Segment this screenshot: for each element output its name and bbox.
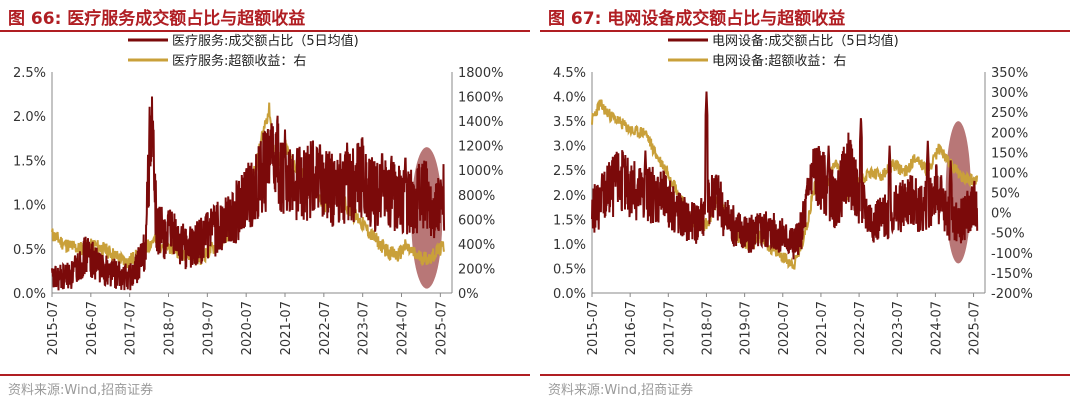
- y-left-tick-label: 1.5%: [13, 154, 46, 169]
- legend-label-excess-return: 电网设备:超额收益：右: [712, 53, 846, 69]
- footer-rule: [540, 374, 1070, 376]
- y-right-tick-label: 1000%: [458, 164, 503, 179]
- x-tick-label: 2017-07: [662, 301, 677, 355]
- legend-label-excess-return: 医疗服务:超额收益：右: [172, 53, 306, 69]
- figure-title: 图 66: 医疗服务成交额占比与超额收益: [8, 9, 306, 29]
- x-tick-label: 2015-07: [46, 301, 61, 355]
- y-right-tick-label: 0%: [991, 207, 1012, 222]
- y-left-tick-label: 3.0%: [553, 140, 586, 155]
- y-right-tick-label: 1400%: [458, 115, 503, 130]
- y-right-tick-label: 200%: [458, 262, 495, 277]
- y-left-tick-label: 2.0%: [553, 189, 586, 204]
- y-left-tick-label: 2.0%: [13, 110, 46, 125]
- title-rule: [540, 30, 1070, 32]
- x-tick-label: 2016-07: [624, 301, 639, 355]
- figure-title: 图 67: 电网设备成交额占比与超额收益: [548, 9, 846, 29]
- x-tick-label: 2024-07: [929, 301, 944, 355]
- x-tick-label: 2019-07: [739, 301, 754, 355]
- y-right-tick-label: 250%: [991, 106, 1028, 121]
- y-right-tick-label: -50%: [991, 227, 1025, 242]
- x-tick-label: 2025-07: [968, 301, 983, 355]
- x-tick-label: 2018-07: [700, 301, 715, 355]
- x-tick-label: 2018-07: [163, 301, 178, 355]
- y-right-tick-label: 400%: [458, 238, 495, 253]
- chart-panel-medical: 图 66: 医疗服务成交额占比与超额收益 0.0% 0.5% 1.0% 1.5% 2.0…: [0, 0, 530, 404]
- y-left-tick-label: 4.5%: [553, 66, 586, 81]
- x-tick-label: 2019-07: [201, 301, 216, 355]
- source-note: 资料来源:Wind,招商证券: [548, 383, 694, 398]
- y-left-tick-label: 1.0%: [13, 199, 46, 214]
- series-line-turnover-share: [51, 96, 446, 291]
- y-right-tick-label: 100%: [991, 166, 1028, 181]
- y-right-tick-label: 150%: [991, 146, 1028, 161]
- y-right-tick-label: 200%: [991, 126, 1028, 141]
- footer-rule: [0, 374, 530, 376]
- legend-label-turnover-share: 医疗服务:成交额占比（5日均值): [172, 33, 359, 49]
- y-left-tick-label: 2.5%: [13, 66, 46, 81]
- y-left-tick-label: 1.0%: [553, 238, 586, 253]
- y-right-tick-label: 1800%: [458, 66, 503, 81]
- y-right-tick-label: 1600%: [458, 91, 503, 106]
- y-right-tick-label: -200%: [991, 287, 1033, 302]
- chart-svg-medical: 0.0% 0.5% 1.0% 1.5% 2.0% 2.5% 0% 200% 400% 600% 80…: [13, 33, 503, 355]
- x-tick-label: 2022-07: [318, 301, 333, 355]
- x-tick-label: 2021-07: [279, 301, 294, 355]
- y-left-tick-label: 0.0%: [553, 287, 586, 302]
- y-right-tick-label: -100%: [991, 247, 1033, 262]
- y-right-tick-label: 50%: [991, 187, 1020, 202]
- x-tick-label: 2021-07: [815, 301, 830, 355]
- y-left-tick-label: 4.0%: [553, 91, 586, 106]
- x-tick-label: 2020-07: [777, 301, 792, 355]
- y-right-tick-label: 600%: [458, 213, 495, 228]
- y-right-tick-label: 300%: [991, 86, 1028, 101]
- legend-label-turnover-share: 电网设备:成交额占比（5日均值): [712, 33, 899, 49]
- x-tick-label: 2025-07: [434, 301, 449, 355]
- series-line-turnover-share: [591, 91, 979, 260]
- x-tick-label: 2024-07: [396, 301, 411, 355]
- x-tick-label: 2016-07: [85, 301, 100, 355]
- x-tick-label: 2023-07: [891, 301, 906, 355]
- series-line-excess-return: [591, 99, 979, 270]
- y-left-tick-label: 0.5%: [13, 243, 46, 258]
- chart-panel-grid-equipment: 图 67: 电网设备成交额占比与超额收益 0.0% 0.5% 1.0% 1.5% 2.0…: [540, 0, 1070, 404]
- y-right-tick-label: 350%: [991, 66, 1028, 81]
- y-right-tick-label: -150%: [991, 267, 1033, 282]
- y-left-tick-label: 2.5%: [553, 164, 586, 179]
- title-rule: [0, 30, 530, 32]
- source-note: 资料来源:Wind,招商证券: [8, 383, 154, 398]
- x-tick-label: 2017-07: [124, 301, 139, 355]
- x-tick-label: 2020-07: [240, 301, 255, 355]
- y-right-tick-label: 800%: [458, 189, 495, 204]
- y-right-tick-label: 0%: [458, 287, 479, 302]
- x-tick-label: 2023-07: [357, 301, 372, 355]
- y-left-tick-label: 3.5%: [553, 115, 586, 130]
- chart-svg-grid-equipment: 0.0% 0.5% 1.0% 1.5% 2.0% 2.5% 3.0% 3.5% 4.0% 4.5%…: [553, 33, 1033, 355]
- y-left-tick-label: 1.5%: [553, 213, 586, 228]
- x-tick-label: 2015-07: [586, 301, 601, 355]
- y-left-tick-label: 0.5%: [553, 262, 586, 277]
- y-right-tick-label: 1200%: [458, 140, 503, 155]
- x-tick-label: 2022-07: [853, 301, 868, 355]
- y-left-tick-label: 0.0%: [13, 287, 46, 302]
